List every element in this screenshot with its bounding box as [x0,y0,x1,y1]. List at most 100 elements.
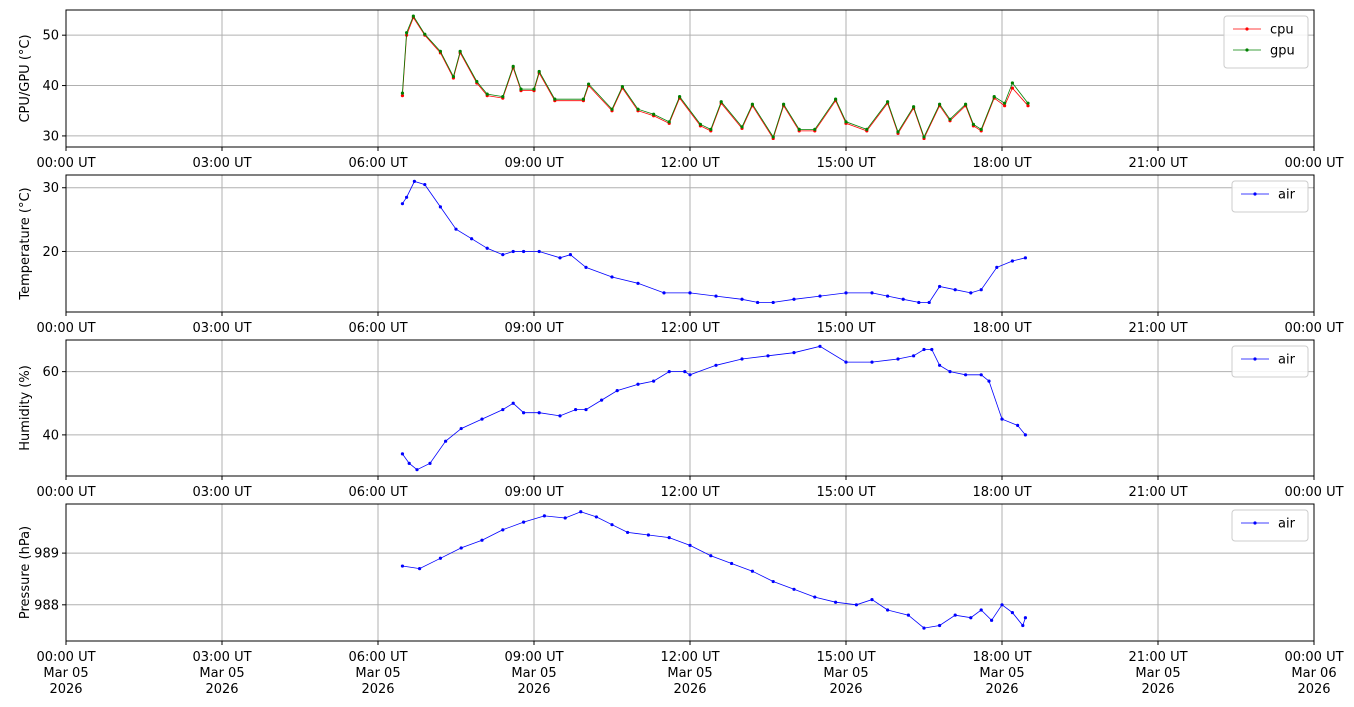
legend: air [1231,180,1309,213]
legend-label-air: air [1278,353,1296,368]
x-tick-label-line: 18:00 UT [972,650,1031,665]
x-tick-label: 03:00 UT [192,485,251,500]
data-point-air [709,554,713,558]
data-point-air [990,618,994,622]
data-point-air [938,284,942,289]
data-point-air [688,291,692,295]
x-tick-label: 00:00 UT [36,321,95,336]
legend-box [1223,15,1309,69]
data-point-air [444,439,448,443]
x-tick-label: 21:00 UT [1128,321,1187,336]
data-point-air [792,297,796,301]
data-point-cpu [1010,86,1015,90]
data-point-air [818,344,822,348]
data-point-gpu [964,102,968,106]
x-tick-label-line: Mar 05 [199,666,244,681]
data-point-air [870,360,874,364]
legend-label-air: air [1278,188,1296,203]
legend: cpu gpu [1223,15,1309,69]
data-point-gpu [948,117,952,121]
x-tick-label-line: 15:00 UT [816,485,875,500]
data-point-cpu [1026,104,1030,108]
data-point-gpu [709,127,713,131]
x-tick-label: 00:00 UT [1284,321,1343,336]
x-tick-label-line: 2026 [361,682,394,697]
data-point-gpu [750,102,755,106]
x-tick-label-line: 15:00 UT [816,650,875,665]
data-point-air [428,461,432,465]
data-point-air [792,351,796,355]
data-point-air [844,360,848,364]
data-point-air [667,370,671,374]
data-point-gpu [620,84,625,89]
data-point-air [1010,610,1015,615]
legend-box [1231,180,1309,213]
x-tick-label-line: Mar 05 [979,666,1024,681]
x-tick-label: 00:00 UT [1284,485,1343,500]
x-tick-label: 03:00 UT [192,321,251,336]
data-point-air [886,294,890,298]
legend-marker-air [1253,357,1257,361]
data-point-air [766,354,770,358]
data-point-air [594,515,599,519]
data-point-air [610,523,614,527]
x-tick-label-line: 06:00 UT [348,321,407,336]
y-tick-label: 988 [34,598,59,613]
legend: air [1231,509,1309,542]
data-point-gpu [740,125,744,129]
y-axis-label: Pressure (hPa) [18,526,33,619]
legend: air [1231,345,1309,378]
x-tick-label-line: 09:00 UT [504,485,563,500]
x-tick-label: 00:00 UT Mar 05 2026 [36,650,95,697]
legend-marker-air [1253,192,1257,196]
data-point-air [771,579,775,584]
data-point-air [459,546,463,550]
data-point-air [662,291,666,295]
x-tick-label-line: Mar 05 [511,666,556,681]
data-point-air [714,363,718,367]
data-point-air [511,401,515,405]
data-point-air [1023,433,1027,437]
x-tick-label: 15:00 UT [816,156,875,171]
data-point-gpu [1003,101,1007,105]
x-tick-label: 00:00 UT Mar 06 2026 [1284,650,1343,697]
y-axis-label: Humidity (%) [18,365,33,451]
y-tick-label: 60 [42,365,59,380]
data-point-air [636,382,640,386]
data-point-air [542,514,547,518]
data-point-gpu [979,127,983,131]
x-tick-label-line: 00:00 UT [36,321,95,336]
data-point-air [563,516,567,520]
x-tick-label: 12:00 UT [660,156,719,171]
data-point-air [626,530,630,535]
x-tick-label-line: 2026 [1297,682,1330,697]
data-point-air [938,623,942,628]
data-point-gpu [667,120,671,124]
data-point-air [1000,417,1004,421]
subplot-1: 30 40 50 00:00 UT 03:00 UT 06:00 UT 09:00 UT 12… [18,9,1344,171]
data-point-air [964,373,968,377]
series-line-gpu [402,15,1029,138]
x-tick-label-line: 2026 [1141,682,1174,697]
x-tick-label: 03:00 UT [192,156,251,171]
data-point-air [912,354,916,358]
data-point-gpu [834,97,838,101]
data-point-gpu [636,107,640,111]
legend-box [1231,345,1309,378]
data-point-gpu [719,100,723,104]
data-point-air [813,595,817,599]
data-point-air [1023,256,1027,260]
data-point-air [1010,259,1015,263]
legend-box [1231,509,1309,542]
x-tick-label-line: 09:00 UT [504,321,563,336]
data-point-gpu [771,135,775,139]
subplot-3: 40 60 00:00 UT 03:00 UT 06:00 UT 09:00 UT 12:0… [18,339,1344,500]
legend-label-air: air [1278,517,1296,532]
x-tick-label: 03:00 UT Mar 05 2026 [192,650,251,697]
x-tick-label-line: 00:00 UT [36,485,95,500]
data-point-gpu [1010,81,1015,85]
data-point-cpu [1003,104,1007,108]
x-tick-label-line: Mar 05 [43,666,88,681]
data-point-air [646,533,651,537]
